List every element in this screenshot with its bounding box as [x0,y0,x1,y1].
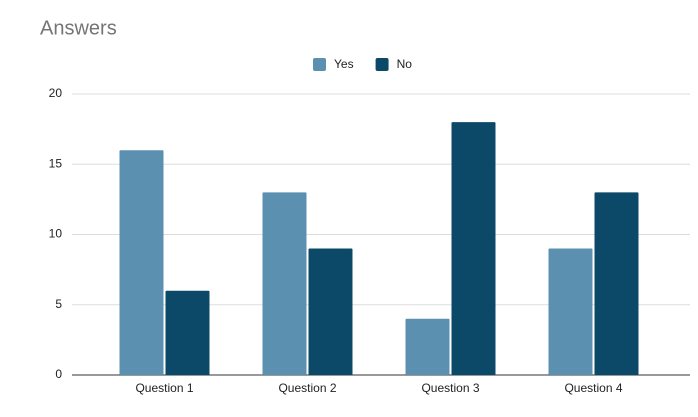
bar [165,290,210,375]
x-tick-label: Question 1 [135,381,193,395]
legend-swatch [375,58,389,71]
x-tick-label: Question 4 [564,381,622,395]
y-tick-label: 5 [55,297,62,311]
legend-label: No [397,57,413,71]
y-tick-label: 15 [49,156,63,170]
bar [308,248,353,375]
bar [548,248,593,375]
y-tick-label: 0 [55,367,62,381]
x-tick-label: Question 3 [421,381,479,395]
chart-title: Answers [40,17,117,39]
y-tick-label: 10 [49,227,63,241]
x-tick-label: Question 2 [278,381,336,395]
bar [119,150,164,375]
bar [451,122,496,375]
bar [262,192,307,375]
legend-swatch [313,58,326,71]
y-tick-label: 20 [49,86,63,100]
legend-label: Yes [334,57,354,71]
bar [594,192,639,375]
bar [405,318,450,375]
